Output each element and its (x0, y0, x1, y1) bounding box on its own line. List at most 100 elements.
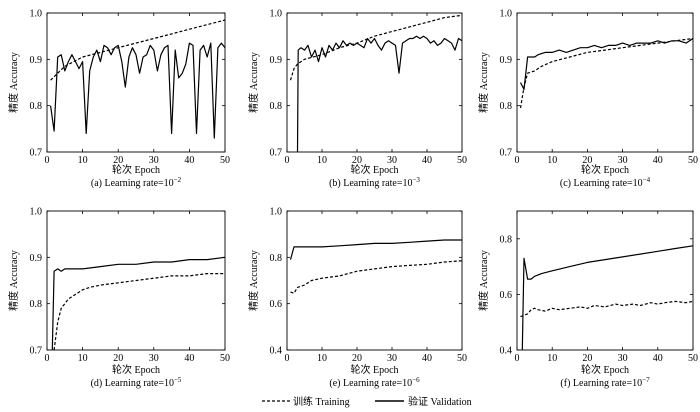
y-tick-label: 0.9 (500, 55, 513, 66)
caption-text: (a) Learning rate=10 (91, 178, 174, 189)
training-line (290, 260, 463, 294)
x-tick-label: 40 (184, 353, 194, 364)
x-tick-label: 30 (618, 353, 628, 364)
x-tick-label: 20 (582, 353, 592, 364)
plot-frame (46, 210, 226, 351)
y-axis-label: 精度 Accuracy (247, 52, 260, 113)
subplot-a: 0 10 20 30 40 50 0.7 0.8 0.9 1.0 轮次 Epoch 精度 Accura… (7, 9, 230, 190)
caption-exponent: −4 (643, 176, 651, 184)
x-axis-label: 轮次 Epoch (350, 163, 398, 176)
subplot-caption: (e) Learning rate=10−6 (329, 376, 420, 389)
plot-frame (516, 210, 694, 351)
y-tick-label: 1.0 (500, 9, 513, 20)
validation-line (50, 42, 226, 139)
y-tick-label: 0.7 (30, 346, 43, 357)
y-tick-label: 0.8 (500, 234, 513, 245)
caption-text: (f) Learning rate=10 (560, 378, 642, 389)
x-tick-label: 10 (547, 353, 557, 364)
y-tick-label: 0.7 (270, 148, 283, 159)
x-tick-label: 40 (184, 155, 194, 166)
subplot-caption: (b) Learning rate=10−3 (329, 176, 420, 189)
y-tick-label: 0.9 (30, 55, 43, 66)
y-tick-label: 0.8 (30, 299, 43, 310)
y-tick-label: 0.8 (30, 101, 43, 112)
x-tick-label: 50 (220, 155, 230, 166)
caption-text: (e) Learning rate=10 (329, 378, 412, 389)
caption-exponent: −3 (412, 176, 420, 184)
x-tick-label: 20 (113, 353, 123, 364)
x-tick-label: 20 (352, 353, 362, 364)
y-axis-label: 精度 Accuracy (7, 250, 20, 311)
y-axis-label: 精度 Accuracy (477, 250, 490, 311)
y-tick-label: 0.8 (270, 101, 283, 112)
x-tick-label: 10 (547, 155, 557, 166)
x-tick-label: 0 (285, 155, 290, 166)
caption-exponent: −7 (642, 376, 650, 384)
subplot-caption: (d) Learning rate=10−5 (91, 376, 182, 389)
caption-exponent: −5 (174, 376, 182, 384)
x-axis-label: 轮次 Epoch (581, 163, 629, 176)
x-tick-label: 30 (149, 353, 159, 364)
training-line (289, 14, 463, 81)
y-tick-label: 0.4 (500, 346, 513, 357)
x-tick-label: 50 (457, 155, 467, 166)
x-tick-label: 50 (688, 155, 698, 166)
x-tick-label: 40 (422, 155, 432, 166)
x-tick-label: 50 (220, 353, 230, 364)
y-tick-label: 1.0 (270, 207, 283, 218)
y-axis-label: 精度 Accuracy (7, 52, 20, 113)
subplot-d: 0 10 20 30 40 50 0.7 0.8 0.9 1.0 轮次 Epoch 精度 Accura… (7, 207, 230, 390)
x-tick-label: 50 (688, 353, 698, 364)
x-tick-label: 0 (515, 353, 520, 364)
subplot-caption: (c) Learning rate=10−4 (560, 176, 651, 189)
y-tick-label: 1.0 (270, 9, 283, 20)
x-tick-label: 50 (457, 353, 467, 364)
subplot-c: 0 10 20 30 40 50 0.7 0.8 0.9 1.0 轮次 Epoch 精度 Accura… (477, 9, 698, 190)
y-tick-label: 0.6 (270, 299, 283, 310)
x-tick-label: 40 (422, 353, 432, 364)
x-axis-label: 轮次 Epoch (581, 363, 629, 376)
x-tick-label: 20 (582, 155, 592, 166)
caption-exponent: −2 (174, 176, 182, 184)
training-line (50, 19, 226, 81)
y-tick-label: 0.9 (30, 253, 43, 264)
caption-text: (d) Learning rate=10 (91, 378, 174, 389)
subplot-f: 0 10 20 30 40 50 0.4 0.6 0.8 轮次 Epoch 精度 Accuracy (… (477, 210, 698, 389)
x-tick-label: 10 (78, 155, 88, 166)
y-axis-label: 精度 Accuracy (247, 250, 260, 311)
subplot-b: 0 10 20 30 40 50 0.7 0.8 0.9 1.0 轮次 Epoch 精度 Accura… (247, 9, 467, 190)
y-tick-label: 0.7 (30, 148, 43, 159)
validation-line (521, 245, 694, 351)
validation-line (519, 37, 694, 91)
y-tick-label: 0.4 (270, 346, 283, 357)
legend-validation-label: 验证 Validation (408, 395, 472, 408)
y-tick-label: 0.8 (270, 253, 283, 264)
y-axis-label: 精度 Accuracy (477, 52, 490, 113)
subplot-e: 0 10 20 30 40 50 0.4 0.6 0.8 1.0 轮次 Epoch 精度 Accura… (247, 207, 467, 390)
y-tick-label: 0.7 (500, 148, 513, 159)
x-tick-label: 10 (317, 353, 327, 364)
caption-text: (b) Learning rate=10 (329, 178, 412, 189)
x-tick-label: 0 (45, 155, 50, 166)
x-tick-label: 20 (352, 155, 362, 166)
y-tick-label: 1.0 (30, 9, 43, 20)
subplot-caption: (a) Learning rate=10−2 (91, 176, 182, 189)
x-tick-label: 30 (149, 155, 159, 166)
x-tick-label: 40 (653, 155, 663, 166)
legend-training-label: 训练 Training (293, 395, 350, 408)
validation-line (51, 256, 226, 351)
y-tick-label: 0.9 (270, 55, 283, 66)
x-tick-label: 0 (515, 155, 520, 166)
plot-frame (46, 12, 226, 153)
validation-line (296, 35, 463, 153)
training-line (520, 300, 694, 318)
validation-line (289, 239, 462, 260)
x-axis-label: 轮次 Epoch (350, 363, 398, 376)
y-tick-label: 1.0 (30, 207, 43, 218)
plot-frame (516, 12, 694, 153)
x-tick-label: 30 (618, 155, 628, 166)
legend: 训练 Training 验证 Validation (262, 395, 472, 408)
subplot-caption: (f) Learning rate=10−7 (560, 376, 650, 389)
x-axis-label: 轮次 Epoch (112, 363, 160, 376)
